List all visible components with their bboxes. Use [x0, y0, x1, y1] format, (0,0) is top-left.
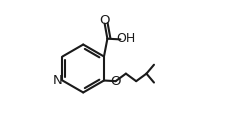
Text: O: O — [110, 75, 121, 88]
Text: OH: OH — [116, 32, 135, 45]
Text: N: N — [53, 74, 63, 87]
Text: O: O — [100, 14, 110, 27]
